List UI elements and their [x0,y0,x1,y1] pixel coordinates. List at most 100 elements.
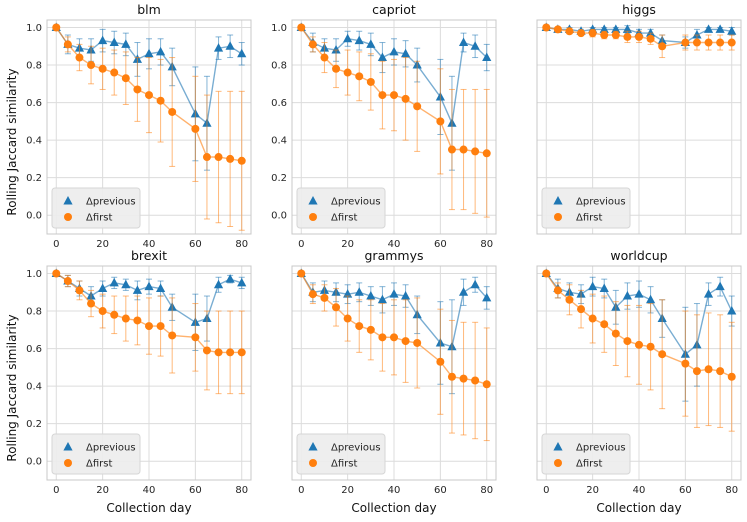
x-tick-label: 60 [189,485,202,496]
x-tick-label: 0 [298,485,304,496]
legend-marker-circle [64,459,72,467]
data-point-circle [87,299,96,308]
y-tick-label: 0.8 [26,61,42,72]
y-tick-label: 0.6 [271,98,287,109]
legend-box [541,433,631,475]
x-tick-label: 60 [434,485,447,496]
data-point-circle [600,31,609,40]
data-point-circle [366,77,375,86]
series-line [55,272,242,354]
legend-box [296,187,386,229]
data-point-circle [297,23,306,32]
x-axis-label-right: Collection day [596,501,681,515]
data-point-circle [63,40,72,49]
legend-marker-circle [554,213,562,221]
data-point-circle [459,374,468,383]
x-tick-label: 80 [235,485,248,496]
series-line [55,27,242,162]
data-point-triangle [599,24,609,33]
data-point-circle [611,31,620,40]
data-point-triangle [645,28,656,37]
data-point-triangle [703,289,714,298]
data-point-triangle [377,52,388,62]
data-point-circle [156,96,165,105]
y-tick-label: 0.2 [271,173,287,184]
data-point-circle [237,348,246,357]
data-point-circle [471,147,480,156]
data-point-triangle [377,294,388,304]
legend-marker-triangle [63,196,73,205]
data-point-triangle [121,279,131,289]
data-point-triangle [213,43,224,52]
data-point-triangle [144,48,154,58]
panel-title: capriot [372,2,416,17]
data-point-circle [214,153,223,162]
x-tick-label: 60 [189,239,202,250]
data-point-circle [332,303,341,312]
y-tick-label: 0.0 [26,457,42,468]
panel-title: blm [137,2,161,17]
x-tick-label: 0 [53,485,59,496]
data-point-triangle [389,289,399,298]
series-line [546,26,732,44]
data-point-circle [436,357,445,366]
x-tick-label: 20 [341,485,354,496]
y-tick-label: 1.0 [26,23,42,34]
y-axis-label-bottom: Rolling Jaccard similarity [5,314,19,461]
data-point-circle [121,74,130,83]
legend-box [51,187,141,229]
data-point-circle [98,307,107,316]
data-point-triangle [213,279,224,289]
data-point-circle [681,38,690,47]
y-tick-label: 0.4 [271,136,287,147]
data-point-circle [98,64,107,73]
legend-label: Δprevious [331,197,381,208]
panel-frame [291,19,497,235]
data-point-circle [704,365,713,374]
data-point-triangle [121,39,131,48]
data-point-circle [471,376,480,385]
panel-blm: blm 0.0 0.2 0.4 0.6 0.8 1.0 0 20 40 60 80 Δprevious Δ… [26,2,252,250]
series-line [546,26,732,48]
legend-marker-circle [309,213,317,221]
legend-label: Δfirst [331,459,357,470]
data-point-triangle [144,281,154,291]
data-point-circle [623,337,632,346]
data-point-triangle [225,274,235,283]
data-point-triangle [645,294,656,304]
x-tick-label: 40 [633,485,646,496]
data-point-circle [692,38,701,47]
panel-title: worldcup [610,248,667,263]
data-point-circle [577,29,586,38]
data-point-circle [110,68,119,77]
data-point-circle [704,38,713,47]
legend-marker-circle [554,459,562,467]
data-point-circle [635,32,643,41]
y-tick-label: 0.8 [271,61,287,72]
data-point-circle [482,149,491,158]
data-point-circle [401,94,410,103]
data-point-triangle [727,306,737,315]
data-point-circle [168,107,177,116]
data-point-circle [692,367,701,376]
panel-title: grammys [365,248,424,263]
data-point-circle [226,154,235,163]
data-point-triangle [703,24,714,33]
series-line [300,27,487,154]
series-line [300,273,487,385]
data-point-circle [320,293,329,302]
panel-title: brexit [131,248,167,263]
legend-marker-triangle [63,442,73,451]
legend-label: Δprevious [86,443,136,454]
panel-frame [536,19,742,235]
data-point-triangle [132,285,143,294]
panel-frame [46,265,252,481]
series-line [300,27,488,126]
y-tick-label: 0.0 [271,211,287,222]
panel-grammys: grammys 0 20 40 60 80 Δprevious Δfirst [291,248,497,496]
data-point-circle [459,145,468,154]
data-point-circle [202,346,211,355]
data-point-circle [343,68,352,77]
x-tick-label: 40 [143,485,156,496]
